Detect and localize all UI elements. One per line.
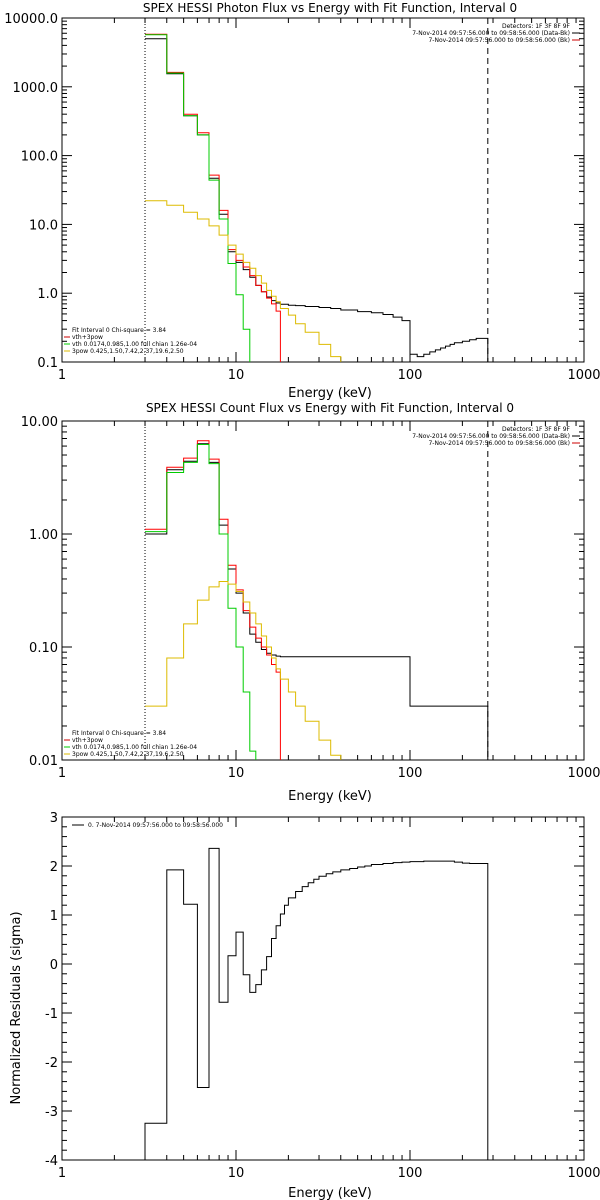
legend-bottom-entry: 3pow 0.425,1.50,7.42,2.37,19.6,2.50 xyxy=(72,348,184,355)
count-flux-title: SPEX HESSI Count Flux vs Energy with Fit… xyxy=(146,401,514,415)
x-tick-label: 100 xyxy=(398,368,423,383)
x-tick-label: 1 xyxy=(58,368,66,383)
photon-flux-panel: SPEX HESSI Photon Flux vs Energy with Fi… xyxy=(4,1,600,401)
x-tick-label: 1 xyxy=(58,1166,66,1181)
count-flux-panel: SPEX HESSI Count Flux vs Energy with Fit… xyxy=(21,401,600,804)
x-tick-label: 10 xyxy=(228,1166,245,1181)
photon-flux-xlabel: Energy (keV) xyxy=(288,386,372,401)
series-data xyxy=(145,38,489,362)
series-vth-3pow xyxy=(145,440,281,760)
y-tick-label: -2 xyxy=(45,1056,58,1071)
count-flux-xlabel: Energy (keV) xyxy=(288,789,372,804)
series-data xyxy=(145,443,489,760)
y-tick-label: 1.00 xyxy=(29,528,58,543)
y-tick-label: 0.1 xyxy=(37,356,58,371)
y-tick-label: 1 xyxy=(50,909,58,924)
x-tick-label: 10 xyxy=(228,368,245,383)
residuals-panel: Energy (keV) Normalized Residuals (sigma… xyxy=(9,811,600,1200)
photon-flux-title: SPEX HESSI Photon Flux vs Energy with Fi… xyxy=(143,1,517,15)
series-vth xyxy=(145,444,257,760)
legend-bottom-entry: 3pow 0.425,1.50,7.42,2.37,19.6,2.50 xyxy=(72,751,184,758)
y-tick-label: -4 xyxy=(45,1154,58,1169)
x-tick-label: 1000 xyxy=(567,368,600,383)
legend-bottom-entry: vth+3pow xyxy=(72,737,103,744)
y-tick-label: 0.01 xyxy=(29,754,58,769)
x-tick-label: 100 xyxy=(398,766,423,781)
y-tick-label: 10.0 xyxy=(29,218,58,233)
legend-top-entry: Detectors: 1F 3F 8F 9F xyxy=(502,23,571,30)
plot-frame xyxy=(61,17,585,363)
y-tick-label: 0 xyxy=(50,958,58,973)
y-tick-label: 100.0 xyxy=(21,150,58,165)
y-tick-label: 2 xyxy=(50,860,58,875)
x-tick-label: 1000 xyxy=(567,1166,600,1181)
x-tick-label: 1 xyxy=(58,766,66,781)
plot-frame xyxy=(61,816,585,1161)
legend-bottom-entry: Fit Interval 0 Chi-square = 3.84 xyxy=(72,327,166,334)
y-tick-label: 1.0 xyxy=(37,287,58,302)
series-vth-3pow xyxy=(145,33,281,362)
x-tick-label: 10 xyxy=(228,766,245,781)
residuals-ylabel: Normalized Residuals (sigma) xyxy=(9,911,24,1104)
series-3pow xyxy=(145,581,342,760)
plot-frame xyxy=(61,420,585,761)
residuals-xlabel: Energy (keV) xyxy=(288,1186,372,1200)
legend-top-entry: 7-Nov-2014 09:57:56.000 to 09:58:56.000 … xyxy=(428,440,570,447)
legend-bottom-entry: vth 0.0174,0.985,1.00 full chian 1.26e-0… xyxy=(72,744,197,751)
legend-bottom-entry: vth+3pow xyxy=(72,334,103,341)
y-tick-label: -1 xyxy=(45,1007,58,1022)
legend-top-entry: 0. 7-Nov-2014 09:57:56.000 to 09:58:56.0… xyxy=(88,822,223,829)
series-vth xyxy=(145,34,251,362)
series-0- xyxy=(144,847,489,1160)
legend-bottom-entry: Fit Interval 0 Chi-square = 3.84 xyxy=(72,730,166,737)
y-tick-label: 0.10 xyxy=(29,641,58,656)
legend-bottom-entry: vth 0.0174,0.985,1.00 full chian 1.26e-0… xyxy=(72,341,197,348)
legend-top-entry: 7-Nov-2014 09:57:56.000 to 09:58:56.000 … xyxy=(412,433,570,440)
legend-top-entry: 7-Nov-2014 09:57:56.000 to 09:58:56.000 … xyxy=(412,30,570,37)
y-tick-label: 10.00 xyxy=(21,415,58,430)
y-tick-label: 10000.0 xyxy=(4,12,58,27)
legend-top-entry: Detectors: 1F 3F 8F 9F xyxy=(502,426,571,433)
y-tick-label: 1000.0 xyxy=(13,81,59,96)
y-tick-label: -3 xyxy=(45,1105,58,1120)
legend-top-entry: 7-Nov-2014 09:57:56.000 to 09:58:56.000 … xyxy=(428,37,570,44)
x-tick-label: 100 xyxy=(398,1166,423,1181)
x-tick-label: 1000 xyxy=(567,766,600,781)
series-3pow xyxy=(145,200,342,362)
y-tick-label: 3 xyxy=(50,811,58,826)
